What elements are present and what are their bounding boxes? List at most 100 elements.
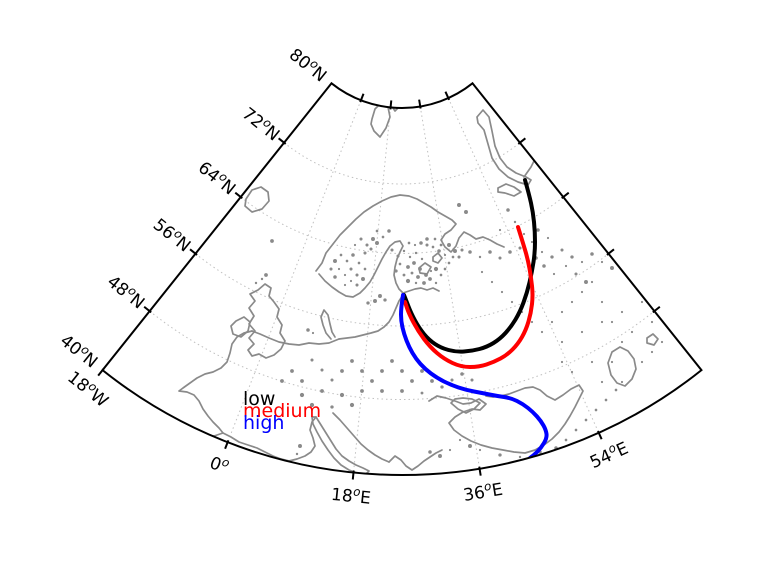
lake-speckle <box>398 262 402 266</box>
lake-speckle <box>370 379 374 383</box>
lake-speckle <box>394 269 398 273</box>
coastline-path <box>450 397 481 414</box>
lon-tick <box>224 439 230 450</box>
coastline-path <box>432 252 443 264</box>
lake-speckle <box>339 253 343 257</box>
lon-tick <box>444 91 451 101</box>
lake-speckle <box>433 266 439 272</box>
lon-tick <box>359 93 365 103</box>
coastline-path <box>320 309 336 340</box>
lake-speckle <box>439 243 443 247</box>
lake-speckle <box>600 260 604 264</box>
coastlines <box>153 99 674 475</box>
lake-speckle <box>439 273 443 277</box>
lake-speckle <box>590 360 594 364</box>
lake-speckle <box>498 256 502 260</box>
lake-speckle <box>620 310 624 314</box>
lake-speckle <box>300 379 304 383</box>
lon-tick <box>389 100 393 110</box>
coastline-path <box>311 416 370 475</box>
lake-speckle <box>552 272 556 276</box>
lake-speckle <box>580 330 584 334</box>
lake-speckle <box>650 320 654 324</box>
lake-speckle <box>333 259 337 263</box>
coastline-path <box>646 333 659 346</box>
lake-speckle <box>330 405 334 409</box>
lake-speckle <box>640 272 644 276</box>
coastline-path <box>497 183 522 197</box>
parallel-gridline <box>195 253 609 327</box>
lake-speckle <box>560 360 564 364</box>
lake-speckle <box>349 279 353 283</box>
lake-speckle <box>447 243 451 247</box>
lake-speckle <box>480 270 484 274</box>
lake-speckle <box>390 248 394 252</box>
lake-speckle <box>590 280 594 284</box>
lake-speckle <box>450 378 454 382</box>
lake-speckle <box>490 280 494 284</box>
lake-speckle <box>299 392 305 398</box>
lake-speckle <box>329 267 333 271</box>
lake-speckle <box>298 444 302 448</box>
lake-speckle <box>428 450 432 454</box>
lake-speckle <box>383 298 387 302</box>
lake-speckle <box>337 267 341 271</box>
lake-speckle <box>580 290 584 294</box>
lake-speckle <box>488 250 492 254</box>
coastline-path <box>418 262 432 275</box>
lake-speckle <box>660 340 664 344</box>
lake-speckle <box>457 255 461 259</box>
lake-speckle <box>610 266 614 270</box>
lake-speckle <box>339 392 345 398</box>
coastline-path <box>315 194 505 272</box>
lake-speckle <box>357 261 361 265</box>
lake-speckle <box>590 252 594 256</box>
graticule-gridlines <box>149 97 655 473</box>
coastline-path <box>251 330 340 346</box>
lat-tick <box>517 137 527 145</box>
lake-speckle <box>270 239 274 243</box>
lake-speckle <box>355 283 359 287</box>
lake-speckle <box>540 330 544 334</box>
lake-speckle <box>375 241 379 245</box>
lake-speckle <box>378 294 382 298</box>
lake-speckle <box>498 228 502 232</box>
lake-speckle <box>407 241 411 245</box>
lake-speckle <box>478 448 482 452</box>
lake-speckle <box>360 369 364 373</box>
lake-speckle <box>330 378 334 382</box>
lake-speckle <box>478 255 482 259</box>
lake-speckle <box>400 389 404 393</box>
lake-speckle <box>343 273 347 277</box>
lat-tick <box>277 137 287 145</box>
meridian-gridline <box>419 106 481 469</box>
lake-speckle <box>416 275 420 279</box>
lake-speckle <box>460 372 464 376</box>
lake-speckle <box>600 380 604 384</box>
lake-speckle <box>447 261 451 265</box>
lake-speckle <box>570 300 574 304</box>
trajectory-high <box>399 293 549 460</box>
lake-speckle <box>410 379 414 383</box>
lat-tick <box>189 248 198 256</box>
lat-tick <box>143 305 152 314</box>
lake-speckle <box>345 259 349 263</box>
lake-speckle <box>650 350 654 354</box>
lake-speckle <box>610 320 614 324</box>
coastline-path <box>607 346 637 387</box>
map-boundary <box>101 81 703 476</box>
lake-speckle <box>429 269 433 273</box>
lake-speckle <box>366 301 370 305</box>
lake-speckle <box>610 360 614 364</box>
lon-tick <box>597 430 603 440</box>
lake-speckle <box>402 273 406 277</box>
lake-speckle <box>400 369 404 373</box>
coastline-path <box>222 416 317 462</box>
lake-speckle <box>431 245 435 249</box>
lon-tick <box>418 99 422 109</box>
parallel-gridline <box>283 142 521 185</box>
lake-speckle <box>560 310 564 314</box>
lake-speckle <box>540 250 544 254</box>
axis-ticks <box>97 91 661 480</box>
lake-speckle <box>536 228 540 232</box>
